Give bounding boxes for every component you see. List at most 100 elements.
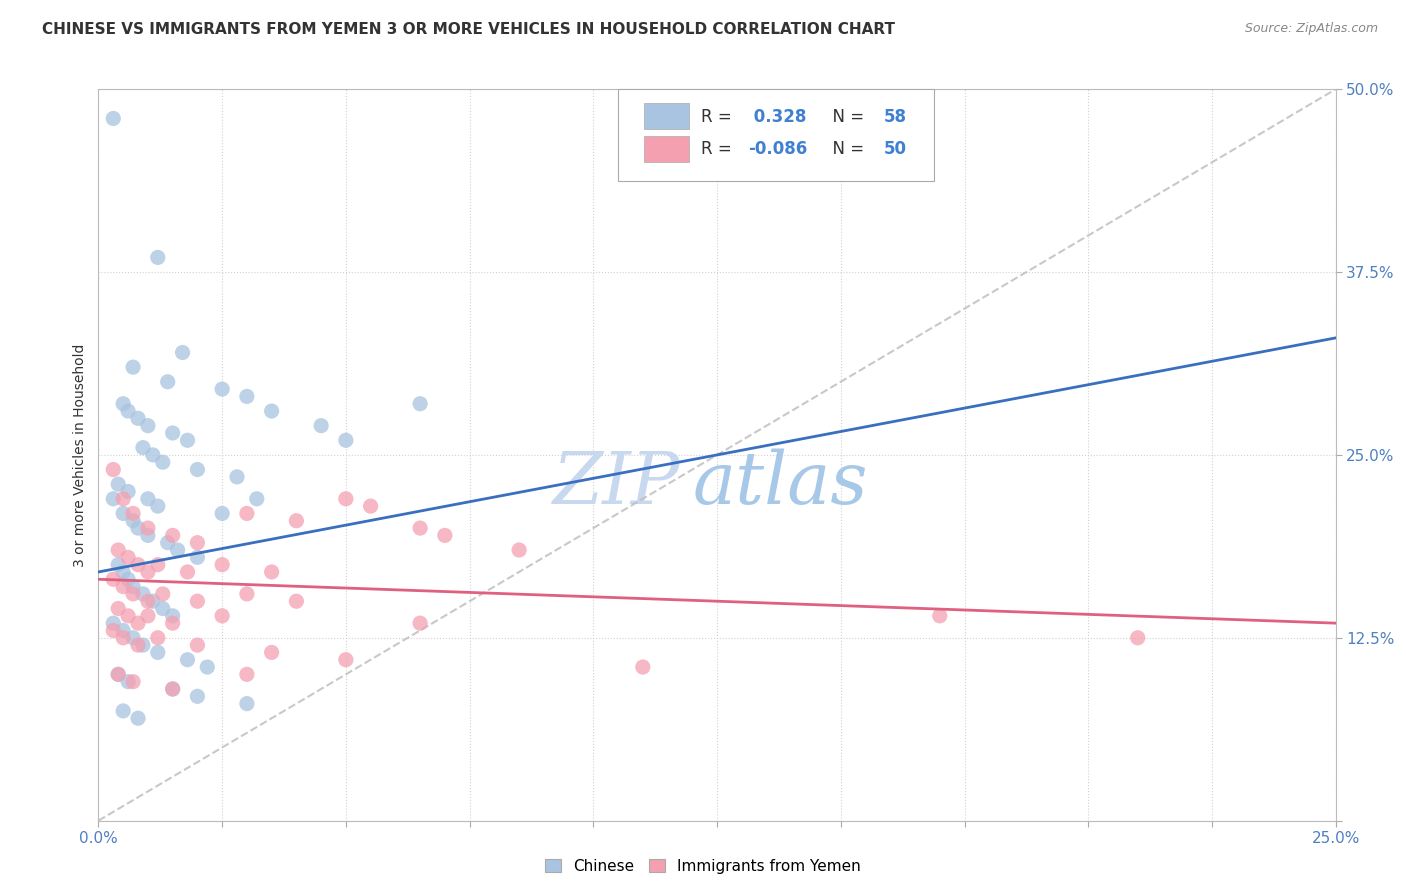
Point [127,638,149,652]
Text: CHINESE VS IMMIGRANTS FROM YEMEN 3 OR MORE VEHICLES IN HOUSEHOLD CORRELATION CHA: CHINESE VS IMMIGRANTS FROM YEMEN 3 OR MO… [42,22,896,37]
Point [107,667,129,681]
Point [409,616,432,631]
Point [285,594,308,608]
Point [103,572,125,586]
Point [162,528,184,542]
Text: -0.086: -0.086 [748,140,807,158]
Point [166,543,188,558]
Point [112,624,135,638]
Point [236,667,259,681]
Text: Source: ZipAtlas.com: Source: ZipAtlas.com [1244,22,1378,36]
Point [360,499,382,513]
Point [127,521,149,535]
Text: R =: R = [702,140,737,158]
Point [127,711,149,725]
Point [122,580,145,594]
Point [127,558,149,572]
Point [136,594,159,608]
Point [112,565,135,579]
Point [146,645,169,659]
Point [631,660,654,674]
Point [122,514,145,528]
Point [152,601,174,615]
Text: 50: 50 [884,140,907,158]
Point [172,345,194,359]
Text: N =: N = [823,108,869,126]
Point [156,375,179,389]
Point [117,572,139,586]
Point [433,528,456,542]
Point [146,558,169,572]
Point [112,631,135,645]
Legend: Chinese, Immigrants from Yemen: Chinese, Immigrants from Yemen [540,853,866,880]
Point [176,434,198,448]
Text: R =: R = [702,108,737,126]
Point [103,491,125,506]
Point [127,411,149,425]
Point [122,360,145,375]
Point [132,441,155,455]
Point [335,434,357,448]
Point [103,462,125,476]
Point [146,251,169,265]
Point [195,660,218,674]
Point [162,608,184,623]
Point [112,397,135,411]
Point [117,550,139,565]
Point [186,535,208,549]
Point [117,608,139,623]
Point [211,382,233,396]
Point [260,565,283,579]
Point [236,507,259,521]
Point [236,697,259,711]
Point [236,389,259,403]
Point [117,484,139,499]
Point [146,631,169,645]
FancyBboxPatch shape [619,89,934,180]
Point [162,681,184,696]
Text: 0.328: 0.328 [748,108,807,126]
Point [122,587,145,601]
Point [186,550,208,565]
Point [136,521,159,535]
Point [162,681,184,696]
Point [103,616,125,631]
Point [162,616,184,631]
Point [186,690,208,704]
Text: atlas: atlas [692,449,868,519]
Point [211,558,233,572]
Point [260,645,283,659]
Point [186,462,208,476]
Point [152,587,174,601]
Point [152,455,174,469]
Point [112,704,135,718]
Text: 58: 58 [884,108,907,126]
Point [211,507,233,521]
Point [162,425,184,440]
Point [309,418,332,433]
Point [142,594,165,608]
Point [103,112,125,126]
Point [186,638,208,652]
Point [136,608,159,623]
Point [285,514,308,528]
FancyBboxPatch shape [644,136,689,162]
Point [176,653,198,667]
Point [246,491,269,506]
Point [136,565,159,579]
Point [142,448,165,462]
Point [409,397,432,411]
Point [107,477,129,491]
Point [928,608,950,623]
Point [112,507,135,521]
Point [103,624,125,638]
Point [107,558,129,572]
Point [236,587,259,601]
Point [107,667,129,681]
Point [122,631,145,645]
Point [122,507,145,521]
Point [508,543,530,558]
Point [260,404,283,418]
Point [211,608,233,623]
Point [107,543,129,558]
